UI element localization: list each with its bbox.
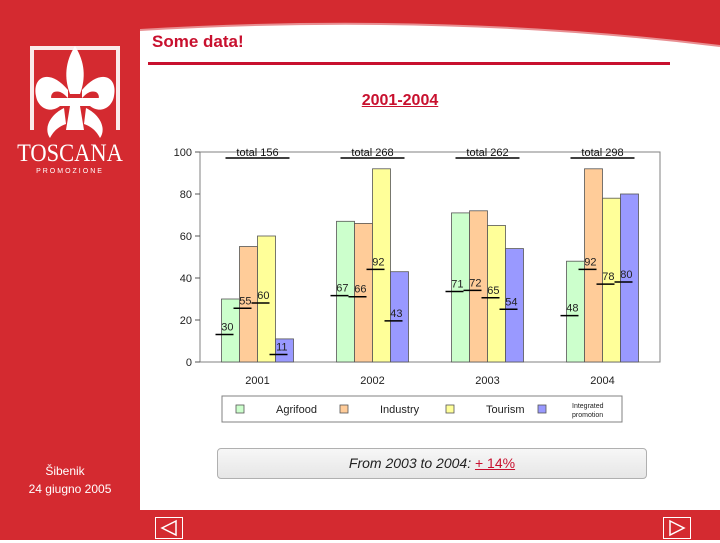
chart-title: 2001-2004 <box>361 92 439 109</box>
summary-highlight: + 14% <box>474 455 516 471</box>
legend-swatch <box>235 404 245 414</box>
x-tick-label: 2001 <box>245 375 269 387</box>
title-rule <box>148 62 670 65</box>
y-tick-label: 80 <box>180 189 192 201</box>
fleur-de-lis-logo <box>30 46 120 138</box>
data-label: 11 <box>276 341 287 353</box>
city-label: Šibenik <box>45 464 85 478</box>
total-label: total 298 <box>581 147 623 159</box>
date-label: 24 giugno 2005 <box>28 482 112 496</box>
data-label: 30 <box>221 322 233 334</box>
data-label: 92 <box>372 256 384 268</box>
legend-label: Tourism <box>486 404 525 416</box>
legend-label: Integrated <box>572 403 604 410</box>
y-tick-label: 0 <box>186 357 192 369</box>
data-label: 54 <box>505 296 517 308</box>
data-label: 71 <box>451 278 463 290</box>
data-label: 55 <box>239 295 251 307</box>
data-label: 92 <box>584 256 596 268</box>
legend-swatch <box>445 404 455 414</box>
legend-box <box>221 395 623 423</box>
header-curve <box>140 0 720 47</box>
y-tick-label: 40 <box>180 273 192 285</box>
data-label: 60 <box>257 290 269 302</box>
summary-text: From 2003 to 2004: + 14% <box>218 455 646 471</box>
x-tick-label: 2004 <box>590 375 614 387</box>
x-tick-label: 2002 <box>360 375 384 387</box>
summary-prefix: From 2003 to 2004: <box>348 455 475 471</box>
page-title: Some data! <box>152 32 244 51</box>
bar-chart: 0 20 40 60 80 100 2001 30 55 60 11 total 156 2002 67 6… <box>174 147 661 423</box>
prev-slide-button[interactable] <box>155 517 183 539</box>
data-label: 67 <box>336 283 348 295</box>
x-tick-label: 2003 <box>475 375 499 387</box>
data-label: 65 <box>487 285 499 297</box>
brand-subtitle: PROMOZIONE <box>36 168 104 175</box>
legend-label: promotion <box>572 412 603 419</box>
y-tick-label: 20 <box>180 315 192 327</box>
data-label: 66 <box>354 284 366 296</box>
total-label: total 268 <box>351 147 393 159</box>
triangle-left-icon <box>160 519 177 537</box>
legend-swatch <box>537 404 547 414</box>
bottom-band <box>0 510 720 540</box>
brand-name: TOSCANA <box>17 140 123 167</box>
bar <box>390 271 409 363</box>
summary-box: From 2003 to 2004: + 14% <box>217 448 647 479</box>
bar <box>275 338 294 363</box>
data-label: 80 <box>620 269 632 281</box>
bar <box>505 248 524 363</box>
next-slide-button[interactable] <box>663 517 691 539</box>
data-label: 78 <box>602 271 614 283</box>
y-tick-label: 100 <box>174 147 192 159</box>
legend-label: Industry <box>380 404 420 416</box>
legend-label: Agrifood <box>276 404 317 416</box>
total-label: total 262 <box>466 147 508 159</box>
y-tick-label: 60 <box>180 231 192 243</box>
bar <box>620 193 639 363</box>
total-label: total 156 <box>236 147 278 159</box>
data-label: 48 <box>566 303 578 315</box>
bar <box>372 168 391 363</box>
bar <box>257 235 276 363</box>
triangle-right-icon <box>669 519 686 537</box>
data-label: 43 <box>390 308 402 320</box>
legend-swatch <box>339 404 349 414</box>
data-label: 72 <box>469 277 481 289</box>
